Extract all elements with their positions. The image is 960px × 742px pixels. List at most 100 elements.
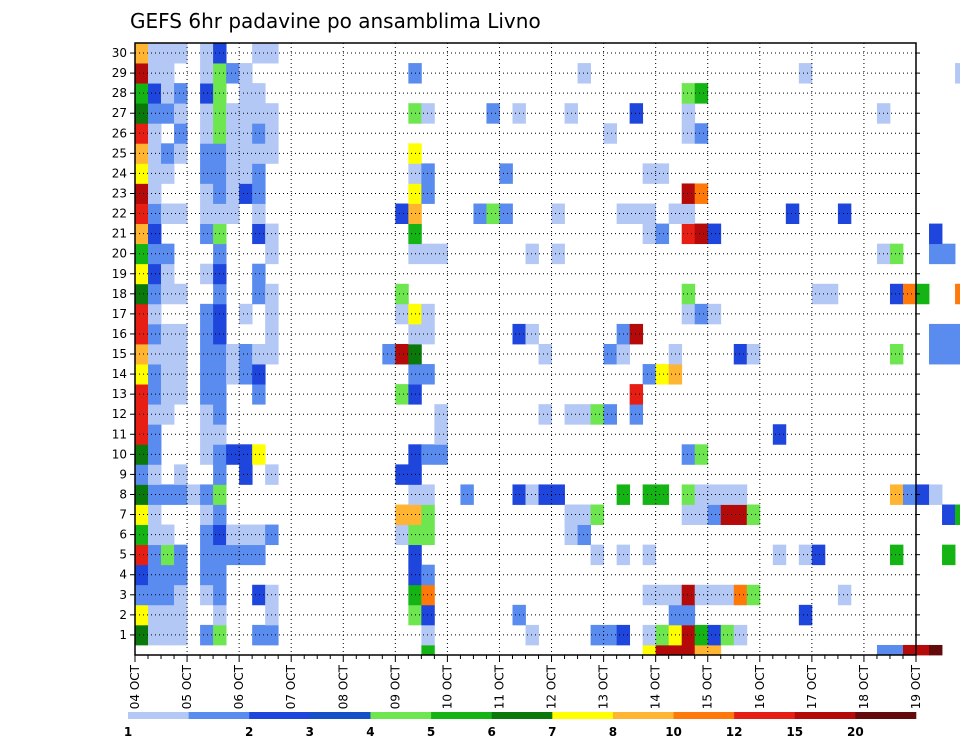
heat-cell xyxy=(681,283,696,305)
heat-cell xyxy=(421,484,435,505)
heat-cell xyxy=(226,63,240,84)
heat-cell xyxy=(200,624,214,646)
heat-cell xyxy=(135,163,149,184)
y-tick-label: 9 xyxy=(119,467,127,481)
heat-cell xyxy=(200,183,214,204)
heat-cell xyxy=(694,223,709,245)
heat-cell xyxy=(694,484,709,505)
y-tick-label: 25 xyxy=(112,146,127,160)
heat-cell xyxy=(252,444,266,465)
heat-cell xyxy=(252,123,266,144)
heat-cell xyxy=(135,183,149,204)
heat-cell xyxy=(174,464,188,485)
heat-cell xyxy=(252,43,266,64)
heat-cell xyxy=(421,504,435,525)
heat-cell xyxy=(746,343,761,365)
heat-cell xyxy=(590,624,604,646)
heat-cell xyxy=(694,504,709,525)
heat-cell xyxy=(942,243,956,265)
heat-cell xyxy=(226,123,240,144)
heat-cell xyxy=(135,544,149,566)
heat-cell xyxy=(889,343,904,365)
x-tick-label: 14 OCT xyxy=(649,664,663,709)
heat-cell xyxy=(889,484,904,505)
heat-cell xyxy=(434,424,448,445)
heat-cell xyxy=(942,544,956,566)
heat-cell xyxy=(603,404,618,425)
heat-cell xyxy=(434,243,448,265)
heat-cell xyxy=(226,183,240,204)
heat-cell xyxy=(135,464,149,485)
x-tick-label: 18 OCT xyxy=(857,664,871,709)
heat-cell xyxy=(226,103,240,124)
y-tick-label: 22 xyxy=(112,207,127,221)
heat-cell xyxy=(174,323,188,345)
heat-cell xyxy=(942,343,956,365)
heat-cell xyxy=(148,63,162,84)
x-tick-label: 13 OCT xyxy=(597,664,611,709)
heat-cell xyxy=(785,203,800,224)
heat-cell xyxy=(174,384,188,405)
heat-cell xyxy=(694,123,709,144)
heat-cell xyxy=(200,63,214,84)
heat-cell xyxy=(942,323,956,345)
heat-cell xyxy=(889,283,904,305)
x-tick-label: 17 OCT xyxy=(805,664,819,709)
heat-cell xyxy=(694,444,709,465)
heat-cell xyxy=(148,83,162,104)
heat-cell xyxy=(148,123,162,144)
heat-cell xyxy=(200,143,214,164)
colorbar-swatch xyxy=(128,712,189,719)
heat-cell xyxy=(733,504,748,525)
heat-cell xyxy=(694,183,709,204)
heat-cell xyxy=(395,283,409,305)
colorbar-swatch xyxy=(309,712,371,719)
heat-cell xyxy=(681,484,696,505)
heat-cell xyxy=(135,484,149,505)
heat-cell xyxy=(603,343,618,365)
heat-cell xyxy=(551,243,565,265)
heat-cell xyxy=(135,564,149,586)
y-tick-label: 10 xyxy=(112,447,127,461)
heat-cell xyxy=(200,123,214,144)
heat-cell xyxy=(148,504,162,525)
heat-cell xyxy=(135,283,149,305)
heat-cell xyxy=(473,203,487,224)
colorbar-swatch xyxy=(794,712,856,719)
y-tick-label: 19 xyxy=(112,267,127,281)
heat-cell xyxy=(252,143,266,164)
y-tick-label: 3 xyxy=(119,588,127,602)
heat-cell xyxy=(252,384,266,405)
heat-cell xyxy=(707,504,722,525)
heat-cell xyxy=(916,484,930,505)
heat-cell xyxy=(603,123,618,144)
heat-cell xyxy=(174,584,188,606)
heat-cell xyxy=(902,283,917,305)
heat-cell xyxy=(200,364,214,385)
heat-cell xyxy=(955,63,960,84)
heat-cell xyxy=(148,263,162,285)
y-tick-label: 28 xyxy=(112,86,127,100)
colorbar-label: 5 xyxy=(427,725,435,739)
heat-cell xyxy=(135,83,149,104)
x-tick-label: 04 OCT xyxy=(128,664,142,709)
heat-cell xyxy=(395,464,409,485)
heat-cell xyxy=(239,464,253,485)
heat-cell xyxy=(681,203,696,224)
heat-cell xyxy=(135,504,149,525)
y-tick-label: 30 xyxy=(112,46,127,60)
heat-cell xyxy=(421,644,435,656)
heat-cell xyxy=(148,223,162,245)
heat-cell xyxy=(148,103,162,124)
colorbar-swatch xyxy=(552,712,614,719)
heat-cell xyxy=(200,203,214,224)
y-tick-label: 8 xyxy=(119,487,127,501)
y-tick-label: 26 xyxy=(112,126,127,140)
colorbar-swatch xyxy=(491,712,553,719)
heat-cell xyxy=(681,624,696,646)
heat-cell xyxy=(226,143,240,164)
heat-cell xyxy=(148,384,162,405)
heat-cell xyxy=(421,564,435,586)
heat-cell xyxy=(200,343,214,365)
